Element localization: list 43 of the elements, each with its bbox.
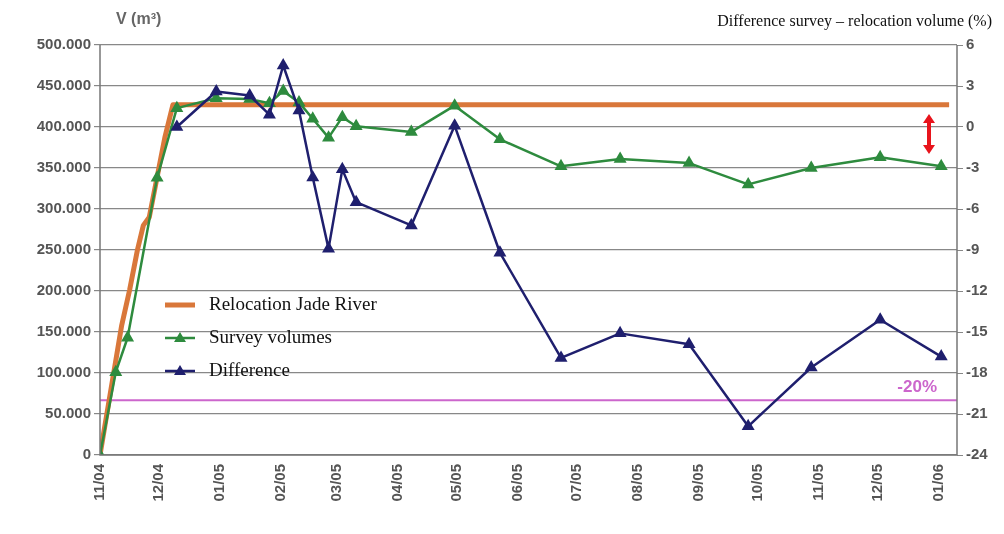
- y-tick-label: 250.000: [36, 240, 91, 258]
- y2-tick-label: -12: [966, 281, 988, 299]
- x-tick-label: 11/05: [809, 464, 827, 501]
- y-tick-label: 450.000: [36, 76, 91, 94]
- y-axis-title: V (m³): [116, 10, 162, 28]
- ref-line-label: -20%: [897, 376, 937, 396]
- x-tick-label: 05/05: [446, 464, 464, 502]
- y-tick-label: 400.000: [36, 117, 91, 135]
- x-tick-label: 12/04: [149, 463, 167, 502]
- x-tick-label: 09/05: [689, 464, 707, 502]
- y-tick-label: 100.000: [36, 363, 91, 381]
- x-tick-label: 10/05: [748, 464, 766, 502]
- x-tick-label: 06/05: [507, 464, 525, 502]
- y-tick-label: 200.000: [36, 281, 91, 299]
- x-tick-label: 04/05: [387, 464, 405, 502]
- legend-label: Survey volumes: [209, 325, 332, 347]
- y2-tick-label: -15: [966, 322, 988, 340]
- x-tick-label: 02/05: [271, 464, 289, 502]
- x-tick-label: 01/05: [210, 464, 228, 502]
- y2-tick-label: 3: [966, 76, 975, 94]
- y2-tick-label: -6: [966, 199, 980, 217]
- y2-axis-title: Difference survey – relocation volume (%): [717, 12, 992, 31]
- x-tick-label: 12/05: [868, 464, 886, 502]
- y2-tick-label: -3: [966, 158, 980, 176]
- legend-label: Relocation Jade River: [209, 292, 378, 314]
- y-tick-label: 500.000: [36, 35, 91, 53]
- x-tick-label: 03/05: [326, 464, 344, 502]
- y2-tick-label: 0: [966, 117, 975, 135]
- y2-tick-label: -18: [966, 363, 988, 381]
- y2-tick-label: 6: [966, 35, 975, 53]
- x-tick-label: 11/04: [90, 463, 108, 501]
- y-tick-label: 300.000: [36, 199, 91, 217]
- y-tick-label: 0: [82, 445, 91, 463]
- legend-label: Difference: [209, 358, 290, 380]
- y2-tick-label: -9: [966, 240, 980, 258]
- x-tick-label: 08/05: [627, 464, 645, 502]
- y-tick-label: 350.000: [36, 158, 91, 176]
- y2-tick-label: -24: [966, 445, 989, 463]
- x-tick-label: 07/05: [566, 464, 584, 502]
- y-tick-label: 150.000: [36, 322, 91, 340]
- y2-tick-label: -21: [966, 404, 988, 422]
- x-tick-label: 01/06: [929, 464, 947, 502]
- y-tick-label: 50.000: [45, 404, 91, 422]
